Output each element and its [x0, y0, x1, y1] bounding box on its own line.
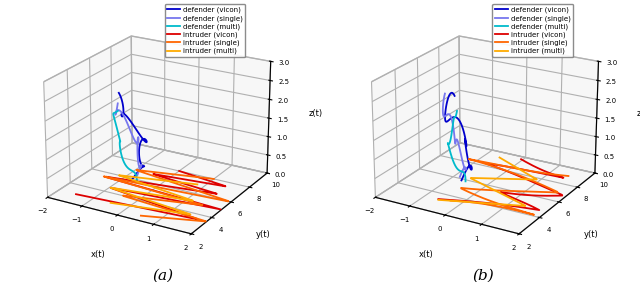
- Y-axis label: y(t): y(t): [584, 230, 598, 239]
- X-axis label: x(t): x(t): [419, 250, 433, 259]
- Y-axis label: y(t): y(t): [256, 230, 271, 239]
- Text: (b): (b): [472, 268, 494, 282]
- Legend: defender (vicon), defender (single), defender (multi), intruder (vicon), intrude: defender (vicon), defender (single), def…: [164, 4, 245, 57]
- X-axis label: x(t): x(t): [90, 250, 106, 259]
- Text: (a): (a): [152, 268, 174, 282]
- Legend: defender (vicon), defender (single), defender (multi), intruder (vicon), intrude: defender (vicon), defender (single), def…: [492, 4, 573, 57]
